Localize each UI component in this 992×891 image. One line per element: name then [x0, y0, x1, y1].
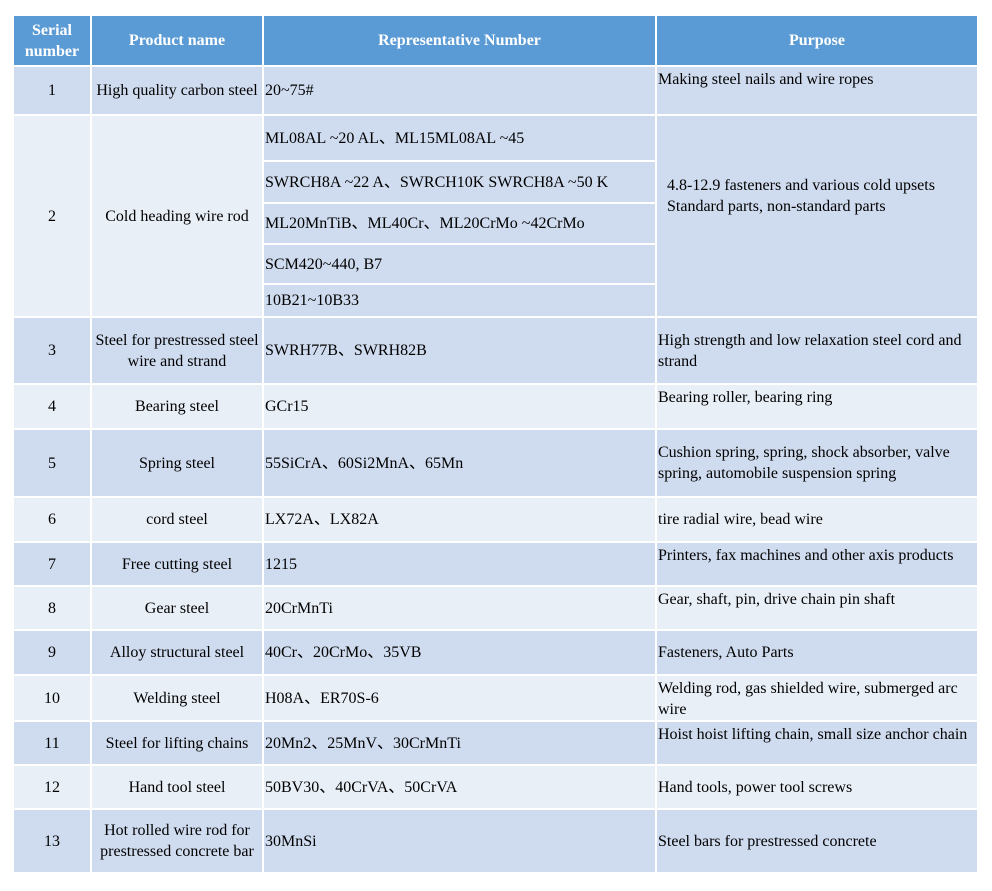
table-row: 3 Steel for prestressed steel wire and st…	[12, 316, 979, 385]
product-name-cell: Cold heading wire rod	[90, 114, 264, 318]
table-row: ML20MnTiB、ML40Cr、ML20CrMo ~42CrMo	[13, 202, 978, 245]
serial-cell: 5	[12, 428, 92, 498]
purpose-cell: Printers, fax machines and other axis pr…	[655, 541, 979, 587]
serial-cell: 12	[12, 764, 92, 810]
table-row: 9 Alloy structural steel 40Cr、20CrMo、35VB F…	[12, 629, 979, 676]
purpose-cell: tire radial wire, bead wire	[655, 496, 979, 543]
serial-cell: 3	[12, 316, 92, 385]
table-row: 13 Hot rolled wire rod for prestressed co…	[12, 808, 979, 874]
representative-number-cell: 20~75#	[262, 65, 657, 116]
serial-cell: 13	[12, 808, 92, 874]
table-row: 6 cord steel LX72A、LX82A tire radial wire, …	[12, 496, 979, 543]
product-name-cell: High quality carbon steel	[90, 65, 264, 116]
header-number: Representative Number	[262, 14, 657, 67]
purpose-cell: Hand tools, power tool screws	[655, 764, 979, 810]
table-row: SCM420~440, B7	[13, 243, 978, 285]
representative-number-cell: SWRCH8A ~22 A、SWRCH10K SWRCH8A ~50 K	[262, 160, 657, 204]
representative-number-cell: 55SiCrA、60Si2MnA、65Mn	[262, 428, 657, 498]
serial-cell: 9	[12, 629, 92, 676]
product-name-cell: Steel for prestressed steel wire and str…	[90, 316, 264, 385]
product-name-cell: Spring steel	[90, 428, 264, 498]
purpose-cell: 4.8-12.9 fasteners and various cold upse…	[655, 114, 979, 318]
table-row: SWRCH8A ~22 A、SWRCH10K SWRCH8A ~50 K	[13, 160, 978, 204]
serial-cell: 7	[12, 541, 92, 587]
representative-number-cell: SWRH77B、SWRH82B	[262, 316, 657, 385]
representative-number-cell: 30MnSi	[262, 808, 657, 874]
product-name-cell: Steel for lifting chains	[90, 720, 264, 766]
purpose-cell: Making steel nails and wire ropes	[655, 65, 979, 116]
serial-cell: 2	[12, 114, 92, 318]
serial-cell: 11	[12, 720, 92, 766]
header-serial: Serial number	[12, 14, 92, 67]
serial-cell: 6	[12, 496, 92, 543]
purpose-cell: Hoist hoist lifting chain, small size an…	[655, 720, 979, 766]
serial-cell: 4	[12, 383, 92, 430]
representative-number-cell: H08A、ER70S-6	[262, 674, 657, 722]
header-purpose: Purpose	[655, 14, 979, 67]
purpose-cell: Steel bars for prestressed concrete	[655, 808, 979, 874]
purpose-cell: Bearing roller, bearing ring	[655, 383, 979, 430]
table-row: 1 High quality carbon steel 20~75# Making s…	[12, 65, 979, 116]
steel-products-table: Serial number Product name Representativ…	[12, 14, 979, 874]
product-name-cell: Alloy structural steel	[90, 629, 264, 676]
representative-number-cell: 10B21~10B33	[262, 283, 657, 318]
representative-number-cell: 40Cr、20CrMo、35VB	[262, 629, 657, 676]
purpose-cell: Gear, shaft, pin, drive chain pin shaft	[655, 585, 979, 631]
table-row: 10 Welding steel H08A、ER70S-6 Welding rod, …	[12, 674, 979, 722]
serial-cell: 1	[12, 65, 92, 116]
table-row: 11 Steel for lifting chains 20Mn2、25MnV、30…	[12, 720, 979, 766]
header-product: Product name	[90, 14, 264, 67]
table-row: 8 Gear steel 20CrMnTi Gear, shaft, pin, dri…	[12, 585, 979, 631]
product-name-cell: cord steel	[90, 496, 264, 543]
header-row: Serial number Product name Representativ…	[12, 14, 979, 67]
table-row: 7 Free cutting steel 1215 Printers, fax mac…	[12, 541, 979, 587]
product-name-cell: Gear steel	[90, 585, 264, 631]
product-name-cell: Hand tool steel	[90, 764, 264, 810]
table-row: 4 Bearing steel GCr15 Bearing roller, beari…	[12, 383, 979, 430]
representative-number-cell: ML08AL ~20 AL、ML15ML08AL ~45	[262, 114, 657, 162]
table-row: 10B21~10B33	[13, 283, 978, 318]
serial-cell: 10	[12, 674, 92, 722]
purpose-cell: High strength and low relaxation steel c…	[655, 316, 979, 385]
representative-number-cell: GCr15	[262, 383, 657, 430]
purpose-cell: Fasteners, Auto Parts	[655, 629, 979, 676]
purpose-cell: Cushion spring, spring, shock absorber, …	[655, 428, 979, 498]
representative-number-cell: 20CrMnTi	[262, 585, 657, 631]
representative-number-cell: ML20MnTiB、ML40Cr、ML20CrMo ~42CrMo	[262, 202, 657, 245]
table-row: 5 Spring steel 55SiCrA、60Si2MnA、65Mn Cushio…	[12, 428, 979, 498]
representative-number-cell: 20Mn2、25MnV、30CrMnTi	[262, 720, 657, 766]
product-name-cell: Free cutting steel	[90, 541, 264, 587]
table-row: 2 Cold heading wire rod ML08AL ~20 AL、ML15…	[12, 114, 979, 318]
representative-number-cell: SCM420~440, B7	[262, 243, 657, 285]
purpose-cell: Welding rod, gas shielded wire, submerge…	[655, 674, 979, 722]
serial-cell: 8	[12, 585, 92, 631]
representative-number-cell: 1215	[262, 541, 657, 587]
table-row: 12 Hand tool steel 50BV30、40CrVA、50CrVA Han…	[12, 764, 979, 810]
representative-number-cell: LX72A、LX82A	[262, 496, 657, 543]
product-name-cell: Hot rolled wire rod for prestressed conc…	[90, 808, 264, 874]
product-name-cell: Bearing steel	[90, 383, 264, 430]
representative-number-cell: 50BV30、40CrVA、50CrVA	[262, 764, 657, 810]
product-name-cell: Welding steel	[90, 674, 264, 722]
